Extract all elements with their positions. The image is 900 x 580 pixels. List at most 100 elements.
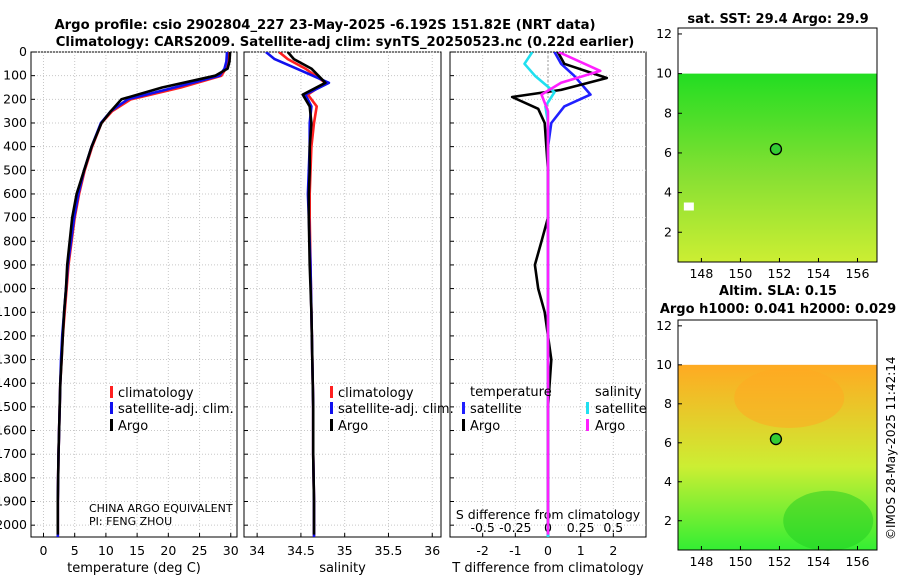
y-tick-label: 1800	[0, 470, 27, 485]
x-tick-label: 0	[40, 543, 48, 558]
x-axis-label: temperature (deg C)	[67, 561, 201, 576]
y-tick-label: 1700	[0, 446, 27, 461]
legend-satellite-swatch	[110, 402, 113, 414]
map-x-tick-label: 154	[807, 554, 831, 569]
map-y-tick-label: 8	[664, 396, 672, 411]
map-y-tick-label: 4	[664, 185, 672, 200]
map-x-tick-label: 150	[729, 266, 753, 281]
sla-map-title-line2: Argo h1000: 0.041 h2000: 0.029	[660, 302, 896, 317]
map-y-tick-label: 8	[664, 105, 672, 120]
sla-high-region	[734, 367, 845, 428]
map-y-tick-label: 12	[656, 318, 672, 333]
legend-argo-swatch	[110, 419, 113, 431]
legend-climatology-swatch	[330, 386, 333, 398]
legend-satellite-swatch	[330, 402, 333, 414]
legend-s-satellite-swatch	[586, 402, 589, 414]
x-axis-label: salinity	[319, 561, 366, 576]
top-x-tick-label: -0.25	[499, 520, 531, 535]
y-tick-label: 1600	[0, 423, 27, 438]
y-tick-label: 700	[3, 210, 27, 225]
y-tick-label: 900	[3, 257, 27, 272]
map-x-tick-label: 152	[768, 554, 792, 569]
legend-climatology-swatch	[110, 386, 113, 398]
map-y-tick-label: 6	[664, 145, 672, 160]
map-x-tick-label: 156	[846, 554, 870, 569]
x-tick-label: -2	[476, 543, 488, 558]
sst-map-panel: 148 150 152 154 156 2 4 6 8 10 12	[656, 26, 878, 281]
map-y-tick-label: 2	[664, 513, 672, 528]
legend-s-argo-label: Argo	[595, 419, 625, 434]
x-tick-label: 10	[98, 543, 114, 558]
pi-name: PI: FENG ZHOU	[89, 515, 172, 528]
legend-satellite-label: satellite-adj. clim.	[338, 402, 454, 417]
difference-panel: -2 -1 0 1 2-0.5 -0.25 0 0.25 0.5S difference fro…	[449, 51, 647, 576]
pi-institution: CHINA ARGO EQUIVALENT	[89, 502, 233, 515]
legend-climatology-label: climatology	[118, 386, 194, 401]
plot-frame	[243, 51, 442, 538]
x-tick-label: 25	[192, 543, 208, 558]
x-tick-label: 5	[71, 543, 79, 558]
y-tick-label: 2000	[0, 517, 27, 532]
y-tick-label: 600	[3, 186, 27, 201]
y-tick-label: 800	[3, 233, 27, 248]
y-tick-label: 300	[3, 115, 27, 130]
map-y-tick-label: 2	[664, 224, 672, 239]
x-tick-label: 0	[544, 543, 552, 558]
legend-argo-label: Argo	[118, 419, 148, 434]
x-tick-label: 36	[424, 543, 440, 558]
map-y-tick-label: 6	[664, 435, 672, 450]
missing-data-patch	[683, 202, 694, 211]
map-frame	[677, 27, 878, 263]
y-tick-label: 0	[19, 44, 27, 59]
imos-credit: ©IMOS 28-May-2025 11:42:14	[884, 356, 898, 540]
legend-t-satellite-label: satellite	[470, 402, 522, 417]
salinity-panel: 34 34.5 35 35.5 36 salinity	[243, 51, 442, 576]
legend-argo-swatch	[330, 419, 333, 431]
top-x-tick-label: 0.25	[567, 520, 595, 535]
legend-t-argo-label: Argo	[470, 419, 500, 434]
series-line-argo	[286, 52, 327, 535]
legend-temperature-heading: temperature	[470, 385, 552, 400]
x-tick-label: 2	[609, 543, 617, 558]
x-tick-label: 20	[160, 543, 176, 558]
legend-salinity-heading: salinity	[595, 385, 642, 400]
y-tick-label: 1100	[0, 304, 27, 319]
legend-s-argo-swatch	[586, 419, 589, 431]
map-x-tick-label: 148	[689, 554, 713, 569]
x-tick-label: -1	[509, 543, 521, 558]
map-x-tick-label: 154	[807, 266, 831, 281]
legend-t-satellite-swatch	[462, 402, 465, 414]
map-x-tick-label: 150	[729, 554, 753, 569]
sla-map-panel: 148 150 152 154 156 2 4 6 8 10 12	[656, 318, 878, 569]
map-x-tick-label: 152	[768, 266, 792, 281]
sla-low-region	[783, 490, 874, 551]
y-tick-label: 1300	[0, 352, 27, 367]
legend-climatology-label: climatology	[338, 386, 414, 401]
difference-legend: temperature salinity satellite Argo sate…	[462, 385, 647, 434]
x-tick-label: 15	[129, 543, 145, 558]
y-tick-label: 400	[3, 139, 27, 154]
figure-title-line2: Climatology: CARS2009. Satellite-adj cli…	[56, 35, 634, 50]
argo-position-marker	[769, 142, 783, 156]
sst-map-title: sat. SST: 29.4 Argo: 29.9	[687, 12, 868, 27]
sla-map-title-line1: Altim. SLA: 0.15	[719, 284, 837, 299]
legend-argo-label: Argo	[338, 419, 368, 434]
map-field	[678, 73, 877, 262]
y-tick-label: 1000	[0, 281, 27, 296]
map-y-tick-label: 10	[656, 357, 672, 372]
map-frame	[677, 319, 878, 551]
legend-t-argo-swatch	[462, 419, 465, 431]
y-tick-label: 500	[3, 162, 27, 177]
x-tick-label: 34.5	[287, 543, 315, 558]
x-tick-label: 35.5	[375, 543, 403, 558]
x-tick-label: 35	[337, 543, 353, 558]
top-x-tick-label: -0.5	[470, 520, 494, 535]
x-tick-label: 34	[249, 543, 265, 558]
argo-position-marker	[769, 432, 783, 446]
salinity-legend: climatology satellite-adj. clim. Argo	[330, 386, 454, 434]
map-y-tick-label: 10	[656, 66, 672, 81]
map-x-tick-label: 156	[846, 266, 870, 281]
series-line-argo	[56, 52, 232, 535]
x-axis-label: T difference from climatology	[451, 561, 644, 576]
